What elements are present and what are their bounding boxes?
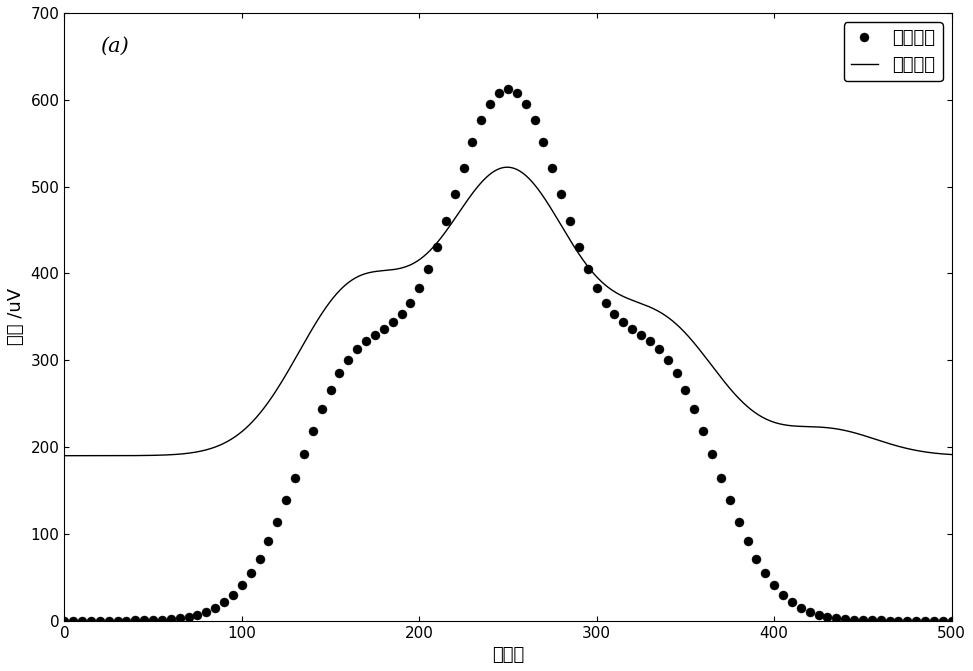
测量曲线 xyxy=(104,452,116,460)
Line: 校正曲线: 校正曲线 xyxy=(60,85,956,625)
Line: 测量曲线: 测量曲线 xyxy=(64,167,952,456)
校正曲线 xyxy=(689,405,701,413)
校正曲线 xyxy=(467,138,479,146)
Y-axis label: 幅值 /uV: 幅值 /uV xyxy=(7,289,25,346)
测量曲线 xyxy=(501,163,513,171)
X-axis label: 采样点: 采样点 xyxy=(492,646,524,664)
Text: (a): (a) xyxy=(100,38,128,56)
校正曲线 xyxy=(280,497,292,505)
测量曲线 xyxy=(490,166,502,174)
校正曲线 xyxy=(121,617,132,625)
测量曲线 xyxy=(946,450,957,458)
Legend: 校正曲线, 测量曲线: 校正曲线, 测量曲线 xyxy=(844,22,943,81)
测量曲线 xyxy=(920,448,932,456)
校正曲线 xyxy=(946,617,957,625)
测量曲线 xyxy=(758,414,770,422)
测量曲线 xyxy=(466,190,478,198)
校正曲线 xyxy=(502,85,514,93)
测量曲线 xyxy=(920,448,932,456)
校正曲线 xyxy=(58,617,70,625)
校正曲线 xyxy=(599,299,611,307)
校正曲线 xyxy=(733,518,744,526)
测量曲线 xyxy=(58,452,70,460)
